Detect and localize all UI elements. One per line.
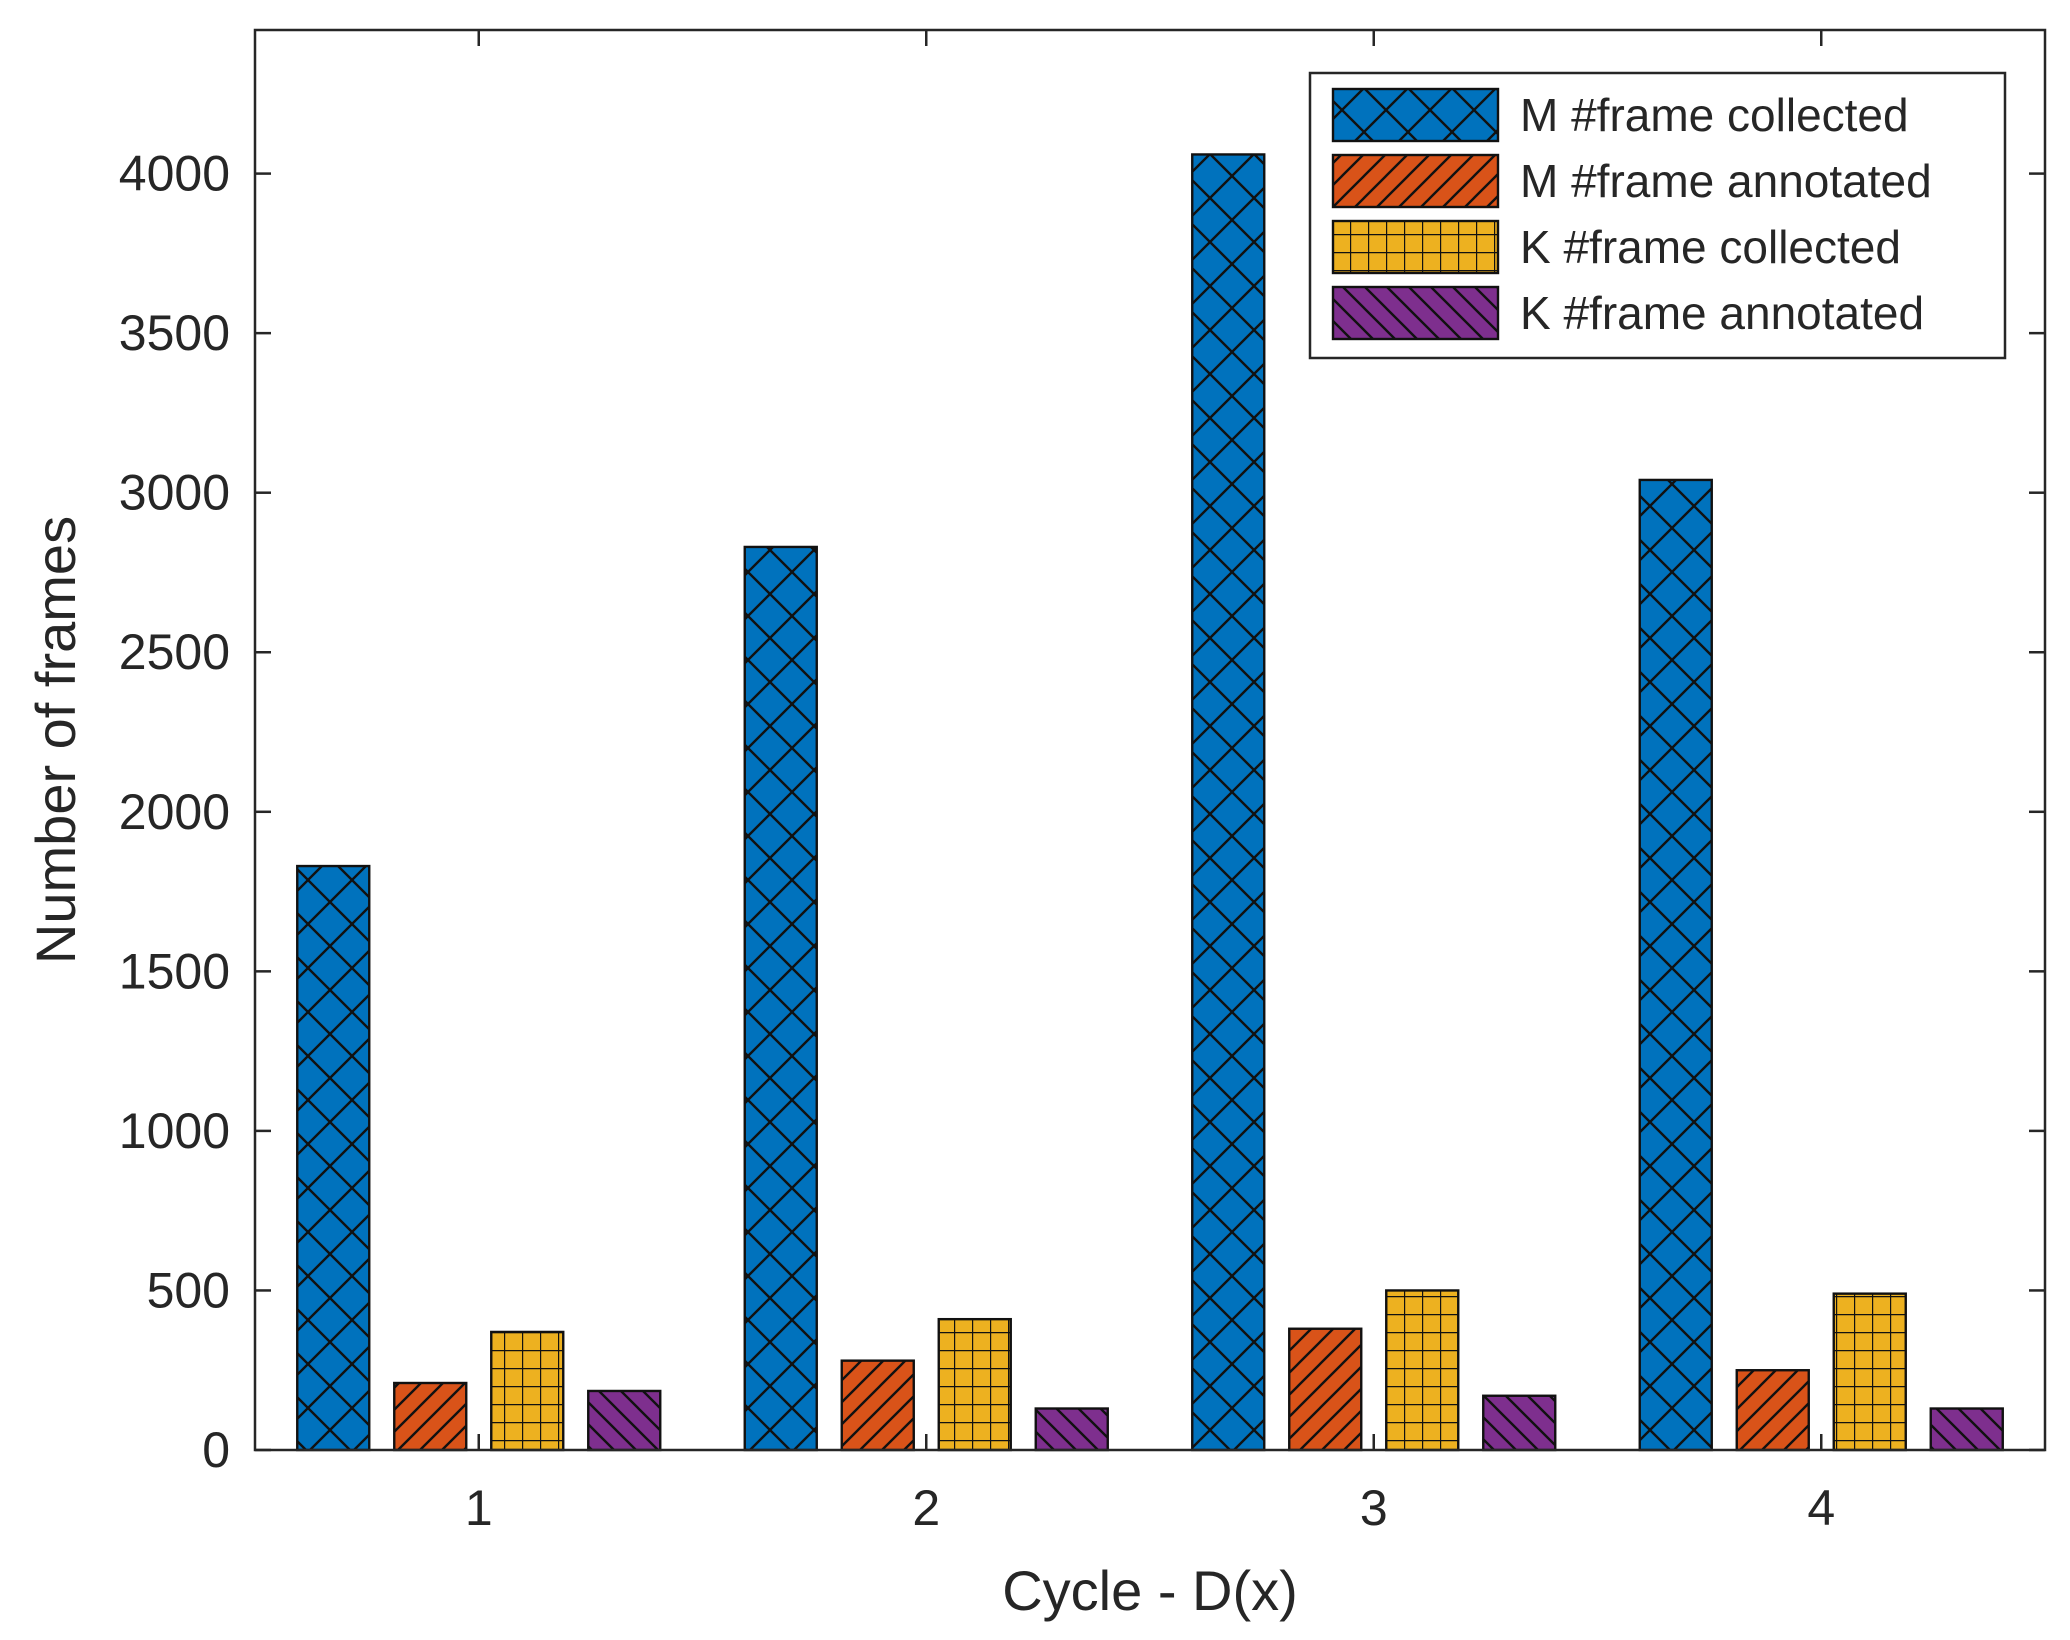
legend: M #frame collected M #frame annotated K #f…: [1308, 71, 2007, 360]
legend-label-2: M #frame annotated: [1520, 155, 1932, 207]
y-tick-label-0: 0: [202, 1422, 230, 1478]
x-tick-label-1: 1: [465, 1480, 493, 1536]
bar-hatch-2-cycle-1: [393, 1381, 468, 1452]
bars-layer: [296, 153, 2004, 1452]
bar-hatch-4-cycle-3: [1482, 1394, 1557, 1452]
x-tick-label-2: 2: [912, 1480, 940, 1536]
y-axis-title: Number of frames: [24, 516, 87, 964]
legend-swatch-hatch-4: [1331, 285, 1500, 341]
x-tick-label-4: 4: [1807, 1480, 1835, 1536]
bar-hatch-4-cycle-2: [1034, 1407, 1109, 1452]
y-tick-label-500: 500: [147, 1262, 230, 1318]
y-tick-label-1000: 1000: [119, 1103, 230, 1159]
bar-hatch-1-cycle-3: [1191, 153, 1266, 1452]
bar-hatch-4-cycle-4: [1929, 1407, 2004, 1452]
ticks-layer: [255, 30, 2045, 1452]
bar-hatch-2-cycle-3: [1288, 1327, 1363, 1452]
bar-hatch-3-cycle-1: [490, 1330, 565, 1452]
y-tick-label-3500: 3500: [119, 305, 230, 361]
bar-hatch-4-cycle-1: [587, 1389, 662, 1452]
legend-swatch-hatch-3: [1331, 219, 1500, 275]
bar-hatch-3-cycle-3: [1385, 1289, 1460, 1452]
legend-swatch-hatch-2: [1331, 153, 1500, 209]
y-tick-label-3000: 3000: [119, 465, 230, 521]
legend-label-3: K #frame collected: [1520, 221, 1901, 273]
bar-hatch-1-cycle-4: [1638, 478, 1713, 1452]
y-tick-label-4000: 4000: [119, 146, 230, 202]
y-tick-label-2500: 2500: [119, 624, 230, 680]
y-tick-label-2000: 2000: [119, 784, 230, 840]
x-axis-title: Cycle - D(x): [1002, 1559, 1298, 1622]
bar-hatch-2-cycle-2: [840, 1359, 915, 1452]
y-tick-labels: 0 500 1000 1500 2000 2500 3000 3500 4000: [119, 146, 230, 1478]
bar-hatch-2-cycle-4: [1735, 1369, 1810, 1452]
bar-hatch-3-cycle-2: [937, 1317, 1012, 1452]
legend-label-1: M #frame collected: [1520, 89, 1909, 141]
bar-hatch-1-cycle-1: [296, 864, 371, 1452]
legend-swatch-hatch-1: [1331, 87, 1500, 143]
x-tick-label-3: 3: [1360, 1480, 1388, 1536]
x-tick-labels: 1 2 3 4: [465, 1480, 1835, 1536]
bar-hatch-3-cycle-4: [1832, 1292, 1907, 1452]
bar-hatch-1-cycle-2: [743, 545, 818, 1452]
y-tick-label-1500: 1500: [119, 943, 230, 999]
plot-frame: [253, 28, 2047, 1452]
legend-label-4: K #frame annotated: [1520, 287, 1924, 339]
